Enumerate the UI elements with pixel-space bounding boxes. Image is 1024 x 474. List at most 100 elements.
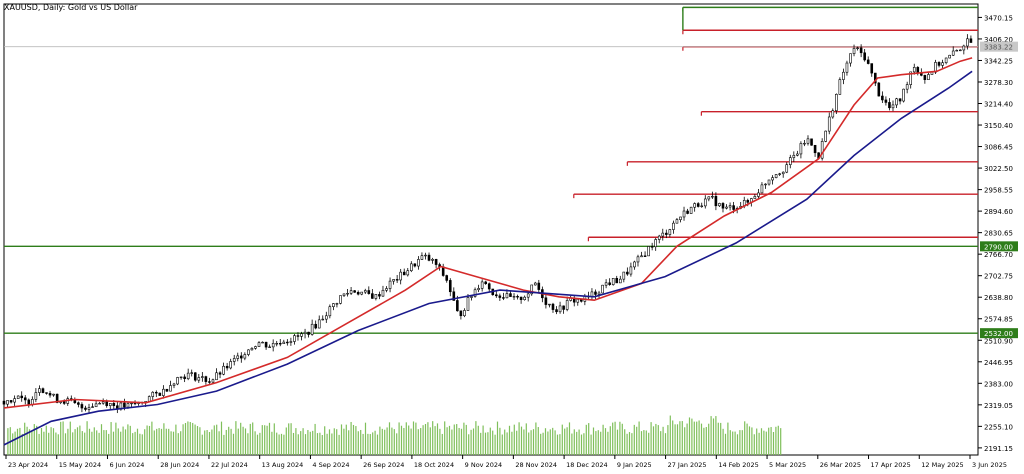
candle-body — [123, 402, 126, 408]
candle-body — [966, 38, 969, 47]
candle-body — [849, 53, 852, 64]
candle-body — [703, 198, 707, 207]
candle-body — [165, 388, 169, 392]
candle-body — [895, 98, 898, 106]
candle-body — [296, 335, 300, 337]
candle-body — [38, 388, 41, 393]
candle-body — [955, 49, 959, 52]
candle-body — [286, 341, 289, 344]
candle-body — [495, 294, 498, 297]
candle-body — [484, 281, 487, 285]
candle-body — [718, 203, 721, 207]
candle-body — [512, 296, 516, 298]
candle-body — [969, 38, 973, 43]
candle-body — [154, 391, 158, 394]
candle-body — [590, 291, 594, 297]
candle-body — [243, 354, 247, 359]
candle-body — [905, 84, 909, 90]
candle-body — [927, 74, 930, 80]
y-tick-label: 2319.05 — [984, 402, 1013, 410]
candle-body — [881, 95, 884, 101]
y-tick-label: 3150.40 — [984, 122, 1013, 130]
candle-body — [215, 372, 218, 381]
candle-body — [282, 341, 286, 344]
x-tick-label: 22 Jul 2024 — [211, 461, 248, 469]
candle-body — [746, 200, 750, 203]
candle-body — [827, 116, 831, 132]
candle-body — [728, 205, 732, 208]
candle-body — [300, 333, 303, 337]
candle-body — [537, 282, 541, 290]
candle-body — [767, 179, 771, 185]
candle-body — [399, 271, 402, 281]
candle-body — [201, 376, 204, 378]
x-tick-label: 15 May 2024 — [59, 461, 101, 469]
candle-body — [859, 47, 863, 54]
candle-body — [325, 315, 328, 320]
y-tick-label: 2830.65 — [984, 230, 1013, 238]
candle-body — [810, 138, 813, 146]
candle-body — [20, 395, 24, 399]
candle-body — [204, 376, 208, 382]
candle-body — [16, 395, 20, 399]
candle-body — [558, 305, 562, 313]
candle-body — [873, 72, 877, 84]
candle-body — [410, 263, 413, 272]
candle-body — [650, 246, 654, 248]
candle-body — [944, 57, 948, 64]
candle-body — [863, 52, 866, 61]
candle-body — [835, 94, 838, 111]
candle-body — [332, 303, 335, 307]
candle-body — [222, 365, 225, 375]
candle-body — [799, 143, 803, 155]
y-tick-label: 2894.60 — [984, 208, 1013, 216]
candle-body — [923, 75, 927, 80]
candle-body — [845, 62, 849, 73]
candle-body — [236, 355, 240, 359]
candle-body — [725, 206, 728, 209]
candle-body — [353, 290, 356, 293]
candle-body — [289, 341, 293, 343]
candle-body — [633, 261, 636, 268]
candle-body — [108, 403, 112, 406]
candle-body — [615, 278, 619, 284]
candle-body — [55, 393, 59, 403]
candle-body — [303, 331, 307, 335]
candle-body — [711, 195, 714, 198]
candle-body — [778, 173, 781, 175]
candle-body — [771, 177, 774, 181]
price-badge-label: 2532.00 — [984, 330, 1013, 338]
y-tick-label: 2191.15 — [984, 445, 1013, 453]
candle-body — [264, 341, 268, 348]
x-tick-label: 13 Aug 2024 — [262, 461, 304, 469]
candle-body — [321, 318, 325, 321]
x-tick-label: 17 Apr 2025 — [871, 461, 911, 469]
candle-body — [477, 288, 480, 291]
candle-body — [310, 323, 314, 335]
candle-body — [183, 376, 186, 380]
candle-body — [668, 229, 672, 235]
candle-body — [211, 379, 215, 383]
candle-body — [363, 290, 367, 293]
x-tick-label: 23 Apr 2024 — [8, 461, 48, 469]
candle-body — [544, 297, 548, 305]
candle-body — [381, 289, 385, 297]
price-badge-label: 2790.00 — [984, 243, 1013, 251]
candle-body — [151, 391, 155, 397]
candle-body — [275, 343, 279, 345]
y-tick-label: 2958.55 — [984, 187, 1013, 195]
candle-body — [179, 376, 183, 379]
y-tick-label: 2446.95 — [984, 359, 1013, 367]
candle-body — [912, 67, 916, 73]
candle-body — [105, 401, 109, 406]
candle-body — [551, 303, 555, 310]
candle-body — [608, 282, 611, 285]
candle-body — [803, 142, 806, 145]
candle-body — [452, 291, 456, 301]
candle-body — [126, 403, 130, 408]
x-tick-label: 18 Oct 2024 — [414, 461, 454, 469]
candle-body — [530, 284, 534, 295]
y-tick-label: 2638.80 — [984, 294, 1013, 302]
x-tick-label: 9 Nov 2024 — [465, 461, 503, 469]
candle-body — [576, 299, 580, 303]
